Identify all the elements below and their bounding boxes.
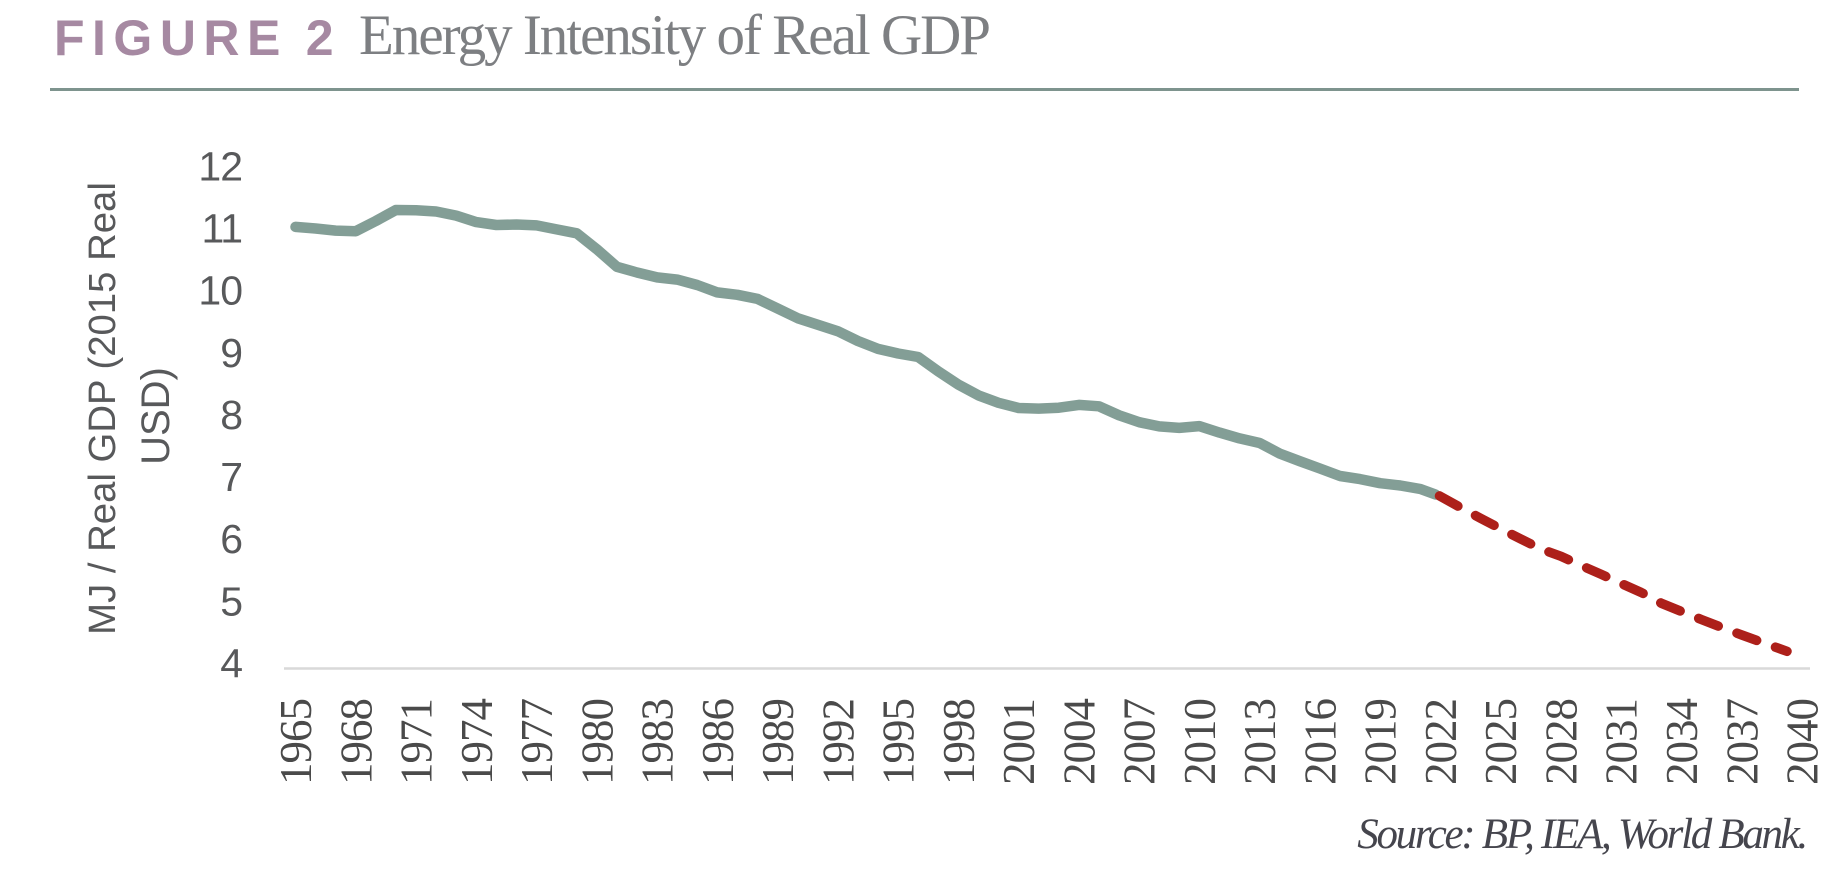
svg-text:1971: 1971 (392, 699, 442, 785)
svg-text:10: 10 (198, 268, 242, 314)
svg-text:1989: 1989 (753, 699, 803, 785)
svg-text:4: 4 (220, 641, 242, 687)
svg-text:7: 7 (220, 454, 242, 500)
svg-text:2001: 2001 (994, 699, 1044, 785)
svg-text:1977: 1977 (512, 699, 562, 786)
svg-text:1968: 1968 (331, 699, 381, 785)
svg-text:11: 11 (201, 206, 242, 252)
svg-text:1965: 1965 (271, 699, 321, 785)
svg-text:2013: 2013 (1235, 699, 1285, 785)
svg-text:8: 8 (220, 392, 242, 438)
svg-text:1992: 1992 (813, 699, 863, 785)
svg-text:2040: 2040 (1778, 699, 1828, 785)
svg-text:12: 12 (198, 144, 242, 190)
svg-text:2004: 2004 (1054, 699, 1104, 786)
svg-text:1980: 1980 (572, 699, 622, 785)
svg-text:MJ / Real GDP (2015 Real: MJ / Real GDP (2015 Real (81, 182, 124, 635)
svg-text:1983: 1983 (633, 699, 683, 785)
svg-text:2025: 2025 (1476, 699, 1526, 785)
svg-text:2037: 2037 (1717, 699, 1767, 786)
svg-text:USD): USD) (134, 367, 178, 465)
svg-text:2007: 2007 (1115, 699, 1165, 786)
svg-text:6: 6 (220, 516, 242, 562)
svg-text:2031: 2031 (1597, 699, 1647, 785)
svg-text:9: 9 (220, 330, 242, 376)
svg-text:1974: 1974 (452, 699, 502, 786)
svg-text:2016: 2016 (1295, 699, 1345, 786)
svg-text:2022: 2022 (1416, 699, 1466, 785)
svg-text:2034: 2034 (1657, 699, 1707, 786)
svg-text:2019: 2019 (1356, 699, 1406, 785)
svg-text:2028: 2028 (1537, 699, 1587, 785)
svg-text:1986: 1986 (693, 699, 743, 786)
svg-text:1995: 1995 (874, 699, 924, 785)
svg-text:5: 5 (220, 578, 242, 624)
svg-text:1998: 1998 (934, 699, 984, 785)
svg-text:2010: 2010 (1175, 699, 1225, 785)
